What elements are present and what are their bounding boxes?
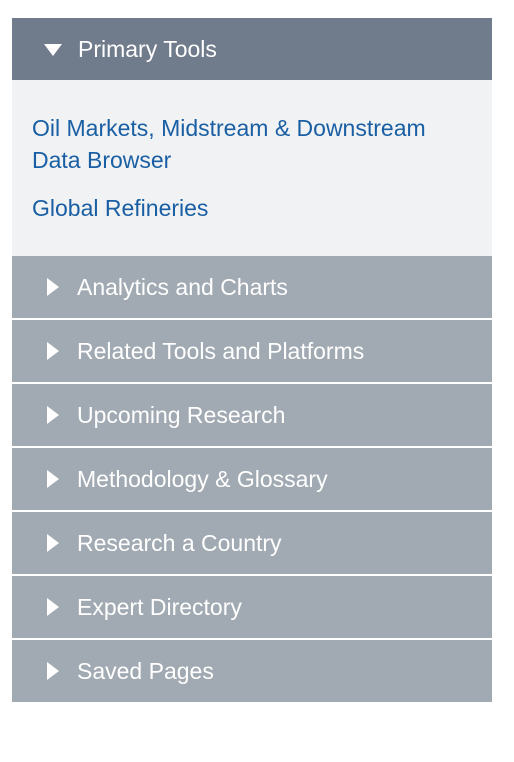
section-label: Research a Country [77, 529, 282, 556]
link-oil-markets-data-browser[interactable]: Oil Markets, Midstream & Downstream Data… [32, 115, 426, 173]
caret-right-icon [47, 534, 59, 552]
section-label: Methodology & Glossary [77, 465, 328, 492]
section-methodology-and-glossary[interactable]: Methodology & Glossary [12, 448, 492, 512]
sidebar-accordion: Primary Tools Oil Markets, Midstream & D… [12, 18, 492, 702]
caret-right-icon [47, 342, 59, 360]
caret-right-icon [47, 470, 59, 488]
caret-down-icon [44, 44, 62, 56]
primary-tools-title: Primary Tools [78, 35, 217, 62]
section-label: Saved Pages [77, 657, 214, 684]
section-expert-directory[interactable]: Expert Directory [12, 576, 492, 640]
section-saved-pages[interactable]: Saved Pages [12, 640, 492, 702]
section-related-tools-and-platforms[interactable]: Related Tools and Platforms [12, 320, 492, 384]
caret-right-icon [47, 662, 59, 680]
section-research-a-country[interactable]: Research a Country [12, 512, 492, 576]
caret-right-icon [47, 598, 59, 616]
primary-tools-header[interactable]: Primary Tools [12, 18, 492, 80]
primary-tools-content: Oil Markets, Midstream & Downstream Data… [12, 80, 492, 256]
link-global-refineries[interactable]: Global Refineries [32, 195, 209, 221]
caret-right-icon [47, 278, 59, 296]
section-label: Expert Directory [77, 593, 242, 620]
section-label: Analytics and Charts [77, 273, 288, 300]
section-analytics-and-charts[interactable]: Analytics and Charts [12, 256, 492, 320]
section-label: Related Tools and Platforms [77, 337, 365, 364]
caret-right-icon [47, 406, 59, 424]
section-upcoming-research[interactable]: Upcoming Research [12, 384, 492, 448]
section-label: Upcoming Research [77, 401, 286, 428]
